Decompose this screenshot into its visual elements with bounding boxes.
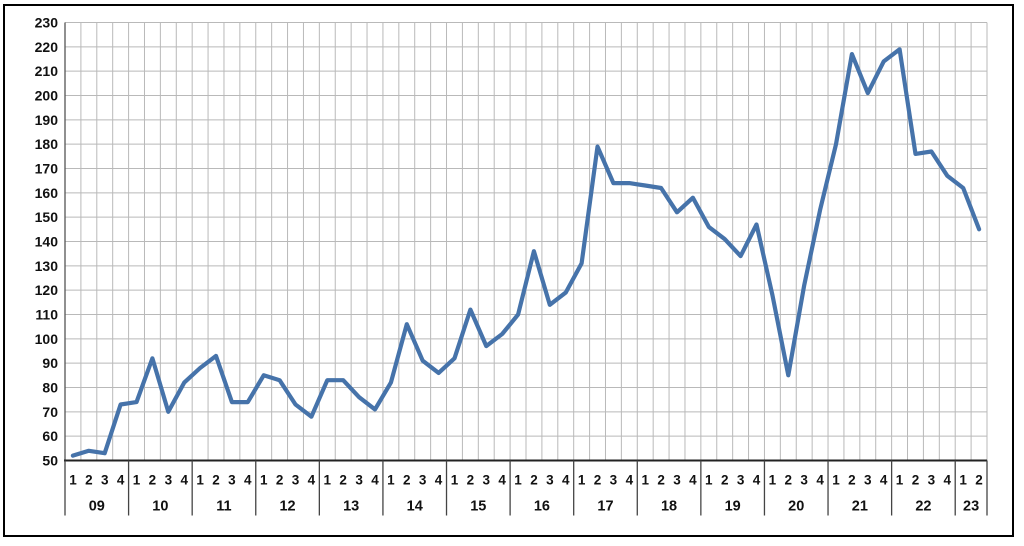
quarter-label: 2 bbox=[467, 473, 475, 488]
quarter-label: 1 bbox=[69, 473, 77, 488]
year-label: 16 bbox=[534, 499, 550, 515]
y-tick-label: 180 bbox=[35, 136, 59, 152]
quarter-label: 2 bbox=[85, 473, 93, 488]
y-tick-label: 70 bbox=[42, 404, 58, 420]
quarter-label: 1 bbox=[641, 473, 649, 488]
year-label: 12 bbox=[279, 499, 295, 515]
quarter-label: 3 bbox=[419, 473, 427, 488]
y-tick-label: 60 bbox=[42, 428, 58, 444]
quarter-label: 2 bbox=[594, 473, 602, 488]
quarter-label: 4 bbox=[117, 473, 125, 488]
quarter-label: 4 bbox=[308, 473, 316, 488]
quarter-label: 1 bbox=[769, 473, 777, 488]
quarter-label: 2 bbox=[276, 473, 284, 488]
quarter-label: 4 bbox=[562, 473, 570, 488]
y-tick-label: 220 bbox=[35, 39, 59, 55]
y-tick-label: 130 bbox=[35, 258, 59, 274]
quarter-label: 4 bbox=[371, 473, 379, 488]
quarter-label: 3 bbox=[673, 473, 681, 488]
quarter-label: 1 bbox=[959, 473, 967, 488]
quarter-label: 3 bbox=[546, 473, 554, 488]
quarter-label: 3 bbox=[165, 473, 173, 488]
quarter-label: 2 bbox=[212, 473, 220, 488]
quarter-label: 4 bbox=[880, 473, 888, 488]
quarter-label: 4 bbox=[435, 473, 443, 488]
year-label: 14 bbox=[407, 499, 423, 515]
quarter-label: 3 bbox=[228, 473, 236, 488]
quarter-label: 2 bbox=[912, 473, 920, 488]
year-label: 15 bbox=[470, 499, 486, 515]
year-label: 13 bbox=[343, 499, 359, 515]
quarter-label: 1 bbox=[260, 473, 268, 488]
year-label: 11 bbox=[216, 499, 231, 515]
quarter-label: 3 bbox=[610, 473, 618, 488]
quarter-label: 4 bbox=[498, 473, 506, 488]
quarter-label: 4 bbox=[689, 473, 697, 488]
quarter-label: 2 bbox=[403, 473, 411, 488]
year-label: 18 bbox=[661, 499, 677, 515]
quarter-label: 1 bbox=[324, 473, 332, 488]
quarter-label: 2 bbox=[848, 473, 856, 488]
quarter-label: 2 bbox=[721, 473, 729, 488]
quarter-label: 3 bbox=[101, 473, 109, 488]
quarter-label: 1 bbox=[896, 473, 904, 488]
quarter-label: 3 bbox=[928, 473, 936, 488]
year-label: 19 bbox=[725, 499, 741, 515]
y-tick-label: 160 bbox=[35, 185, 59, 201]
quarter-label: 3 bbox=[864, 473, 872, 488]
quarter-label: 2 bbox=[657, 473, 665, 488]
year-label: 09 bbox=[89, 499, 105, 515]
year-label: 20 bbox=[788, 499, 804, 515]
series-line-quarterly-index bbox=[70, 47, 982, 458]
quarter-label: 1 bbox=[578, 473, 586, 488]
quarter-label: 3 bbox=[800, 473, 808, 488]
year-label: 17 bbox=[597, 499, 613, 515]
y-tick-label: 230 bbox=[35, 15, 59, 31]
quarter-label: 1 bbox=[196, 473, 204, 488]
year-label: 21 bbox=[852, 499, 868, 515]
y-tick-label: 150 bbox=[35, 209, 59, 225]
year-label: 10 bbox=[152, 499, 168, 515]
y-tick-label: 140 bbox=[35, 234, 59, 250]
quarter-label: 3 bbox=[737, 473, 745, 488]
year-label: 22 bbox=[915, 499, 931, 515]
y-tick-label: 90 bbox=[42, 355, 58, 371]
y-tick-label: 120 bbox=[35, 282, 59, 298]
quarter-label: 2 bbox=[975, 473, 983, 488]
y-tick-label: 80 bbox=[42, 380, 58, 396]
y-tick-label: 170 bbox=[35, 161, 59, 177]
quarter-label: 3 bbox=[292, 473, 300, 488]
quarter-label: 4 bbox=[244, 473, 252, 488]
quarter-label: 4 bbox=[753, 473, 761, 488]
quarter-label: 2 bbox=[785, 473, 793, 488]
quarter-label: 2 bbox=[339, 473, 347, 488]
quarter-label: 1 bbox=[387, 473, 395, 488]
y-tick-label: 210 bbox=[35, 63, 59, 79]
y-tick-label: 100 bbox=[35, 331, 59, 347]
year-label: 23 bbox=[963, 499, 979, 515]
quarter-label: 4 bbox=[180, 473, 188, 488]
quarter-label: 2 bbox=[530, 473, 538, 488]
quarter-label: 1 bbox=[514, 473, 522, 488]
y-tick-label: 110 bbox=[35, 307, 58, 323]
y-tick-label: 200 bbox=[35, 88, 59, 104]
quarter-label: 1 bbox=[832, 473, 840, 488]
quarter-label: 4 bbox=[944, 473, 952, 488]
quarter-label: 1 bbox=[451, 473, 459, 488]
y-tick-label: 50 bbox=[42, 453, 58, 469]
quarter-label: 4 bbox=[816, 473, 824, 488]
quarter-label: 1 bbox=[133, 473, 141, 488]
quarter-label: 3 bbox=[355, 473, 363, 488]
quarter-label: 4 bbox=[626, 473, 634, 488]
quarter-label: 1 bbox=[705, 473, 713, 488]
quarter-label: 2 bbox=[149, 473, 157, 488]
quarter-label: 3 bbox=[483, 473, 491, 488]
y-tick-label: 190 bbox=[35, 112, 59, 128]
